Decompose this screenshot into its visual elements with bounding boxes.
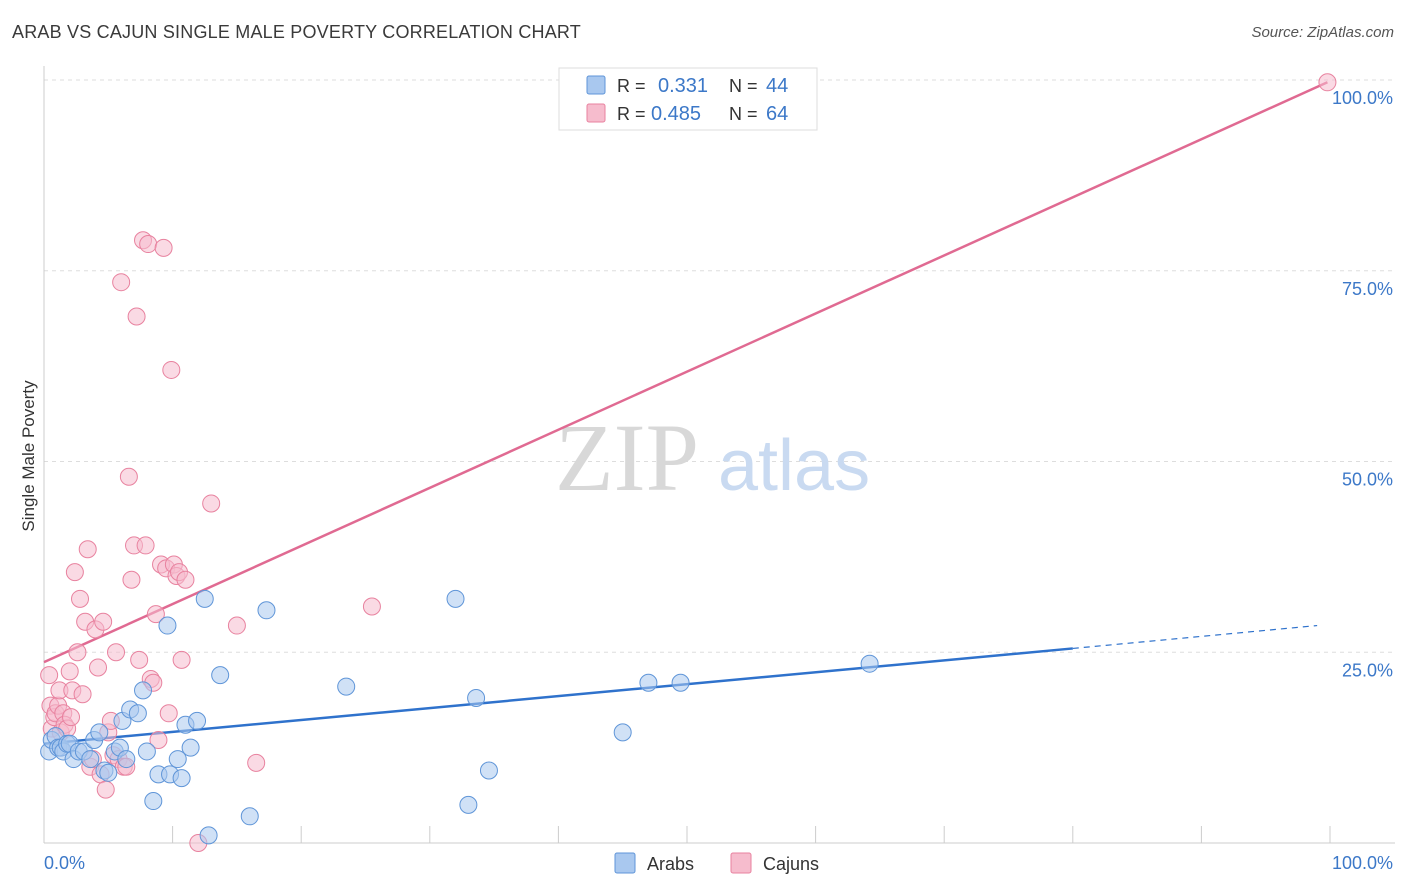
point-arabs-42 [479, 761, 498, 780]
point-cajuns-51 [162, 360, 181, 379]
tick-labels: 25.0% 50.0% 75.0% 100.0% 0.0% 100.0% [44, 88, 1393, 873]
point-cajuns-14 [65, 563, 84, 582]
point-arabs-13 [90, 723, 109, 742]
point-cajuns-41 [136, 536, 155, 555]
point-arabs-37 [257, 601, 276, 620]
point-arabs-41 [467, 689, 486, 708]
point-arabs-38 [337, 677, 356, 696]
point-arabs-46 [860, 654, 879, 673]
legend-n-label-cajuns: N = [729, 104, 758, 124]
point-cajuns-15 [68, 643, 87, 662]
point-cajuns-60 [247, 753, 266, 772]
point-cajuns-59 [227, 616, 246, 635]
point-cajuns-55 [172, 650, 191, 669]
point-cajuns-35 [119, 467, 138, 486]
point-cajuns-32 [112, 273, 131, 292]
point-arabs-31 [181, 738, 200, 757]
point-arabs-23 [137, 742, 156, 761]
series-label-arabs: Arabs [647, 854, 694, 874]
y-tick-label-2: 75.0% [1342, 279, 1393, 299]
legend-r-value-cajuns: 0.485 [651, 103, 701, 125]
point-arabs-19 [117, 750, 136, 769]
point-arabs-32 [188, 711, 207, 730]
point-cajuns-61 [362, 597, 381, 616]
point-arabs-35 [211, 666, 230, 685]
point-cajuns-30 [107, 643, 126, 662]
trend-line-arabs [43, 647, 1073, 746]
legend-swatch-cajuns [586, 103, 606, 123]
x-tick-label-0: 0.0% [44, 853, 85, 873]
point-arabs-15 [99, 763, 118, 782]
series-swatch-cajuns [730, 852, 752, 874]
data-points [40, 73, 1337, 852]
chart-title: ARAB VS CAJUN SINGLE MALE POVERTY CORREL… [12, 22, 581, 42]
legend-n-value-cajuns: 64 [766, 103, 788, 125]
point-cajuns-16 [71, 589, 90, 608]
y-tick-label-0: 25.0% [1342, 660, 1393, 680]
y-tick-label-1: 50.0% [1342, 470, 1393, 490]
point-cajuns-19 [78, 540, 97, 559]
point-cajuns-23 [89, 658, 108, 677]
point-arabs-33 [195, 589, 214, 608]
point-cajuns-12 [62, 708, 81, 727]
point-arabs-21 [128, 704, 147, 723]
point-cajuns-42 [139, 235, 158, 254]
legend-n-value-arabs: 44 [766, 75, 788, 97]
y-tick-label-3: 100.0% [1332, 88, 1393, 108]
x-tick-label-1: 100.0% [1332, 853, 1393, 873]
point-cajuns-0 [40, 666, 59, 685]
point-arabs-22 [134, 681, 153, 700]
point-cajuns-58 [202, 494, 221, 513]
point-arabs-11 [81, 750, 100, 769]
point-arabs-39 [446, 589, 465, 608]
point-cajuns-11 [60, 662, 79, 681]
point-arabs-34 [199, 826, 218, 845]
point-cajuns-36 [122, 570, 141, 589]
legend-r-label-arabs: R = [617, 76, 646, 96]
watermark: ZIP atlas [555, 404, 870, 511]
trend-line-arabs-extension [1072, 624, 1318, 650]
point-arabs-40 [459, 795, 478, 814]
point-cajuns-17 [73, 685, 92, 704]
point-cajuns-46 [149, 730, 168, 749]
legend-n-label-arabs: N = [729, 76, 758, 96]
point-arabs-36 [240, 807, 259, 826]
point-arabs-29 [172, 769, 191, 788]
series-swatch-arabs [614, 852, 636, 874]
watermark-atlas: atlas [718, 426, 870, 506]
point-cajuns-56 [176, 570, 195, 589]
point-cajuns-50 [159, 704, 178, 723]
legend-r-label-cajuns: R = [617, 104, 646, 124]
y-axis-label: Single Male Poverty [19, 380, 38, 532]
point-arabs-26 [158, 616, 177, 635]
point-arabs-28 [168, 750, 187, 769]
gridlines [44, 79, 1395, 653]
point-cajuns-45 [146, 605, 165, 624]
point-cajuns-25 [94, 612, 113, 631]
point-cajuns-48 [154, 238, 173, 257]
watermark-zip: ZIP [555, 404, 699, 511]
point-arabs-24 [144, 792, 163, 811]
point-arabs-43 [613, 723, 632, 742]
trend-line-cajuns [43, 81, 1328, 664]
series-legend: Arabs Cajuns [614, 852, 819, 874]
point-cajuns-38 [127, 307, 146, 326]
source-label: Source: ZipAtlas.com [1251, 24, 1394, 41]
stats-legend: R = 0.331 N = 44 R = 0.485 N = 64 [558, 67, 818, 131]
point-cajuns-62 [1318, 73, 1337, 92]
axes [43, 66, 1395, 844]
point-arabs-45 [671, 673, 690, 692]
trend-lines [43, 81, 1328, 746]
legend-r-value-arabs: 0.331 [658, 75, 708, 97]
point-arabs-44 [639, 673, 658, 692]
legend-swatch-arabs [586, 75, 606, 95]
series-label-cajuns: Cajuns [763, 854, 819, 874]
point-cajuns-39 [130, 650, 149, 669]
point-cajuns-26 [96, 780, 115, 799]
